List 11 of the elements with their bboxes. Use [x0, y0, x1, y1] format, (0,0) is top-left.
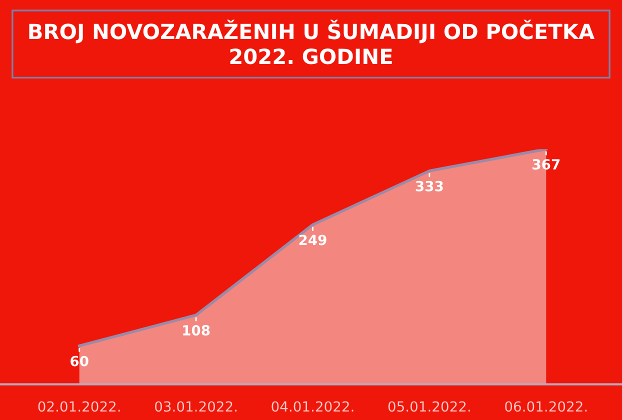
- x-tick-label: 06.01.2022.: [505, 401, 587, 412]
- data-label: 108: [183, 325, 210, 336]
- data-label: 333: [416, 180, 443, 192]
- chart-title: BROJ NOVOZARAŽENIH U ŠUMADIJI OD POČETKA 2022. GODINE: [29, 20, 595, 64]
- x-tick-label: 02.01.2022.: [38, 401, 120, 412]
- data-label: 367: [532, 159, 560, 170]
- x-tick-label: 04.01.2022.: [272, 401, 354, 412]
- data-label: 60: [70, 356, 88, 366]
- data-label: 249: [299, 234, 326, 246]
- x-tick-label: 03.01.2022.: [155, 401, 237, 412]
- x-tick-label: 05.01.2022.: [388, 401, 470, 412]
